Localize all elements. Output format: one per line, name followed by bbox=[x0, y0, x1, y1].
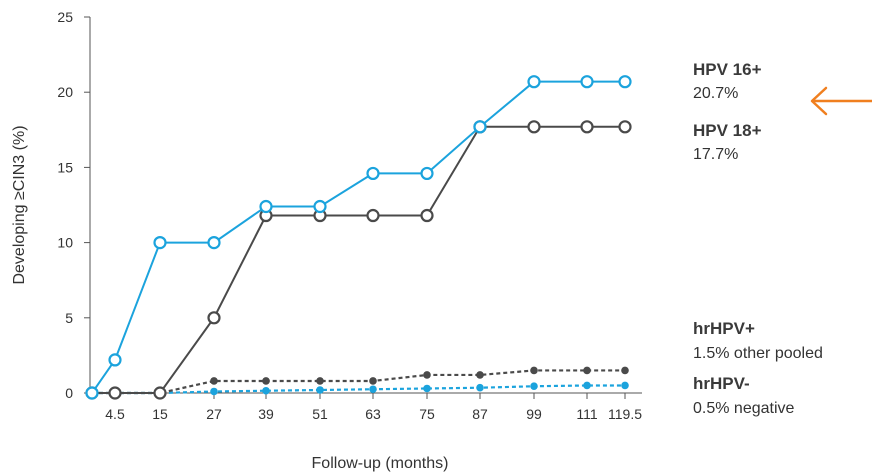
y-axis-title: Developing ≥CIN3 (%) bbox=[11, 125, 28, 284]
legend-hpv16-label: HPV 16+ bbox=[693, 60, 762, 79]
data-point bbox=[473, 120, 487, 134]
data-point bbox=[423, 371, 431, 379]
data-point bbox=[423, 384, 431, 393]
legend-hpv18-label: HPV 18+ bbox=[693, 121, 762, 140]
x-tick-label: 15 bbox=[152, 406, 168, 422]
legend-hpv18-value: 17.7% bbox=[693, 146, 738, 163]
x-tick-label: 75 bbox=[419, 406, 435, 422]
x-tick-label: 99 bbox=[526, 406, 542, 422]
data-point bbox=[618, 75, 632, 89]
data-point bbox=[313, 199, 327, 214]
y-tick-label: 5 bbox=[65, 310, 73, 326]
data-point bbox=[369, 385, 377, 394]
data-point bbox=[153, 236, 167, 250]
data-point bbox=[420, 208, 434, 223]
data-point bbox=[580, 120, 594, 134]
data-point bbox=[420, 166, 434, 181]
data-point bbox=[108, 386, 122, 400]
data-point bbox=[259, 199, 273, 214]
data-point bbox=[530, 382, 538, 391]
x-tick-label: 119.5 bbox=[608, 406, 642, 422]
data-point bbox=[262, 377, 270, 385]
x-tick-label: 63 bbox=[365, 406, 381, 422]
data-point bbox=[207, 311, 221, 325]
x-tick-label: 87 bbox=[472, 406, 488, 422]
data-point bbox=[210, 387, 218, 396]
data-point bbox=[527, 75, 541, 89]
x-axis-ticks: 4.5 15 27 39 51 63 75 87 99 111 119.5 bbox=[105, 393, 642, 422]
data-point bbox=[108, 353, 122, 367]
y-tick-label: 15 bbox=[57, 159, 73, 175]
data-point bbox=[366, 208, 380, 223]
x-tick-label: 4.5 bbox=[105, 406, 125, 422]
data-point bbox=[583, 366, 591, 375]
data-point bbox=[316, 386, 324, 394]
y-tick-label: 10 bbox=[57, 235, 73, 251]
series-hpv-18- bbox=[85, 120, 632, 400]
legend-hpv16-value: 20.7% bbox=[693, 85, 738, 102]
x-tick-label: 51 bbox=[312, 406, 328, 422]
data-point bbox=[621, 381, 629, 390]
series-hpv-16- bbox=[85, 75, 632, 400]
legend-hrhpv-pos-value: 1.5% other pooled bbox=[693, 345, 823, 362]
series-line bbox=[92, 369, 625, 395]
data-point bbox=[262, 386, 270, 395]
data-point bbox=[583, 381, 591, 390]
data-point bbox=[527, 120, 541, 134]
y-tick-label: 25 bbox=[57, 9, 73, 25]
data-point bbox=[621, 366, 629, 375]
series-layer bbox=[85, 75, 632, 400]
data-point bbox=[207, 236, 221, 250]
y-axis-ticks: 0 5 10 15 20 25 bbox=[57, 9, 90, 401]
y-tick-label: 20 bbox=[57, 84, 73, 100]
data-point bbox=[618, 120, 632, 134]
series-line bbox=[92, 384, 625, 395]
data-point bbox=[316, 377, 324, 385]
x-axis-title: Follow-up (months) bbox=[312, 455, 449, 472]
data-point bbox=[476, 383, 484, 392]
legend: HPV 16+ 20.7% HPV 18+ 17.7% hrHPV+ 1.5% … bbox=[693, 60, 823, 417]
series-line bbox=[92, 125, 625, 394]
axes bbox=[89, 17, 642, 394]
data-point bbox=[530, 366, 538, 375]
data-point bbox=[366, 166, 380, 181]
x-tick-label: 111 bbox=[576, 406, 597, 422]
data-point bbox=[476, 371, 484, 379]
legend-hrhpv-neg-value: 0.5% negative bbox=[693, 400, 795, 417]
legend-hrhpv-neg-label: hrHPV- bbox=[693, 374, 750, 393]
data-point bbox=[85, 386, 99, 400]
series-line bbox=[91, 80, 625, 394]
data-point bbox=[153, 386, 167, 400]
arrow-left-icon bbox=[810, 86, 872, 116]
x-tick-label: 39 bbox=[258, 406, 274, 422]
y-tick-label: 0 bbox=[65, 385, 73, 401]
series-hrhpv- bbox=[88, 381, 629, 397]
legend-hrhpv-pos-label: hrHPV+ bbox=[693, 319, 755, 338]
data-point bbox=[580, 75, 594, 89]
x-tick-label: 27 bbox=[206, 406, 222, 422]
data-point bbox=[210, 377, 218, 385]
data-point bbox=[369, 377, 377, 385]
